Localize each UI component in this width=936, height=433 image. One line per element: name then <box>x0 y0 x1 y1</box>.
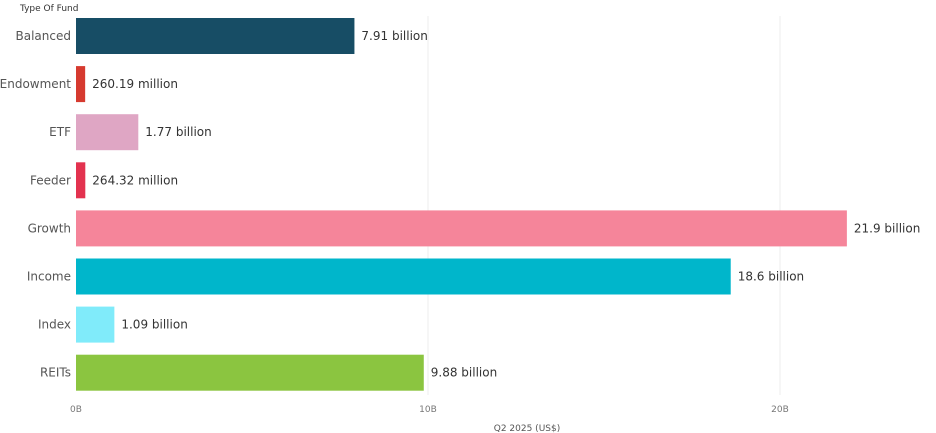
category-label: Income <box>27 270 71 284</box>
bar-balanced[interactable] <box>76 18 355 54</box>
category-label: Growth <box>28 221 71 235</box>
value-label: 9.88 billion <box>431 366 497 380</box>
x-axis-title: Q2 2025 (US$) <box>494 424 561 433</box>
value-label: 1.77 billion <box>145 125 211 139</box>
bar-endowment[interactable] <box>76 66 86 103</box>
category-label: Endowment <box>0 77 71 91</box>
category-label: Index <box>38 318 71 332</box>
bar-income[interactable] <box>76 258 731 295</box>
bar-reits[interactable] <box>76 354 424 391</box>
value-label: 1.09 billion <box>121 318 187 332</box>
value-label: 18.6 billion <box>738 270 804 284</box>
bar-etf[interactable] <box>76 114 139 151</box>
category-label: Balanced <box>16 29 71 43</box>
bar-index[interactable] <box>76 306 115 343</box>
value-labels: 7.91 billion 260.19 million 1.77 billion 26… <box>92 29 920 380</box>
value-label: 260.19 million <box>92 77 178 91</box>
value-label: 21.9 billion <box>854 221 920 235</box>
x-tick-label: 10B <box>419 405 437 415</box>
value-label: 7.91 billion <box>361 29 427 43</box>
value-label: 264.32 million <box>92 173 178 187</box>
x-tick-label: 0B <box>70 405 82 415</box>
bar-feeder[interactable] <box>76 162 86 199</box>
bars <box>76 18 847 391</box>
category-labels: Balanced Endowment ETF Feeder Growth Income In… <box>0 29 71 380</box>
bar-growth[interactable] <box>76 210 847 247</box>
x-axis-ticks: 0B 10B 20B <box>70 405 789 415</box>
x-tick-label: 20B <box>771 405 789 415</box>
category-label: Feeder <box>30 173 71 187</box>
column-header: Type Of Fund <box>19 4 78 14</box>
category-label: ETF <box>49 125 71 139</box>
category-label: REITs <box>40 366 71 380</box>
grid-lines <box>427 16 781 395</box>
